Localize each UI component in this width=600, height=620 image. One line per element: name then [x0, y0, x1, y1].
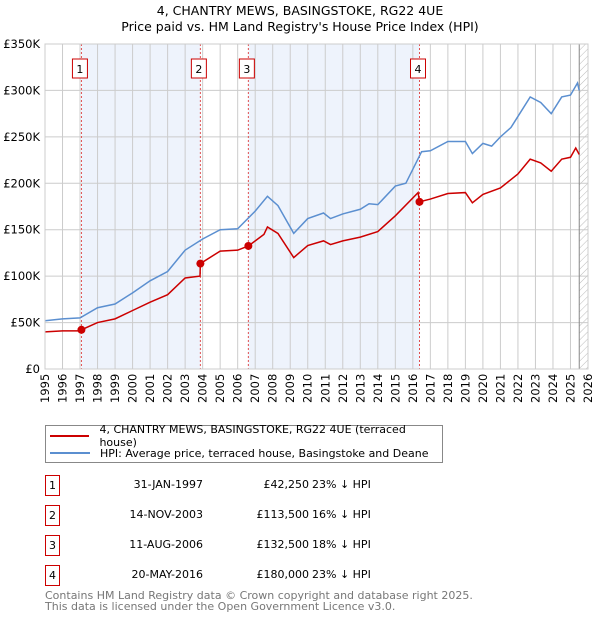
- sale-label: 2: [195, 63, 202, 76]
- x-tick-label: 1999: [108, 374, 122, 403]
- legend-swatch-hpi: [50, 452, 90, 454]
- hpi-diff: 23% ↓ HPI: [312, 568, 371, 581]
- forecast-hatch: [579, 44, 588, 369]
- shaded-period: [81, 44, 201, 369]
- sale-label: 3: [243, 63, 250, 76]
- legend: 4, CHANTRY MEWS, BASINGSTOKE, RG22 4UE (…: [45, 423, 443, 463]
- sale-date: 31-JAN-1997: [133, 478, 203, 491]
- series-line: [44, 146, 580, 333]
- transaction-row: 2 14-NOV-2003 £113,500 16% ↓ HPI: [45, 505, 465, 526]
- x-tick-label: 2024: [546, 374, 560, 403]
- x-tick-label: 1997: [73, 374, 87, 403]
- sale-point: [77, 325, 86, 334]
- hpi-diff: 23% ↓ HPI: [312, 478, 371, 491]
- x-tick-label: 2001: [143, 374, 157, 403]
- marker-badge: 1: [45, 475, 60, 496]
- transaction-row: 3 11-AUG-2006 £132,500 18% ↓ HPI: [45, 535, 465, 556]
- sale-price: £132,500: [256, 538, 310, 551]
- x-tick-label: 2014: [371, 374, 385, 403]
- sale-label-box: [190, 58, 207, 79]
- sale-price: £42,250: [263, 478, 310, 491]
- x-tick-label: 2005: [213, 374, 227, 403]
- x-tick-label: 2009: [283, 374, 297, 403]
- x-tick-label: 2004: [196, 374, 210, 403]
- sale-label-box: [238, 58, 255, 79]
- y-tick-label: £100K: [3, 269, 40, 283]
- x-tick-label: 2007: [248, 374, 262, 403]
- x-tick-label: 2021: [493, 374, 507, 403]
- marker-badge: 4: [45, 565, 60, 586]
- sale-date: 14-NOV-2003: [129, 508, 203, 521]
- x-tick-label: 2018: [441, 374, 455, 403]
- legend-label-property: 4, CHANTRY MEWS, BASINGSTOKE, RG22 4UE (…: [99, 423, 406, 449]
- x-tick-label: 1996: [56, 374, 70, 403]
- footer-line: Contains HM Land Registry data © Crown c…: [45, 589, 473, 602]
- marker-badge: 2: [45, 505, 60, 526]
- x-tick-label: 2000: [126, 374, 140, 403]
- legend-label-hpi: HPI: Average price, terraced house, Basi…: [100, 446, 429, 460]
- sale-label-box: [71, 58, 88, 79]
- x-tick-label: 2002: [161, 374, 175, 403]
- plot-frame: [44, 43, 589, 370]
- sale-point: [415, 197, 424, 206]
- x-tick-label: 2012: [336, 374, 350, 403]
- sale-date: 11-AUG-2006: [129, 538, 203, 551]
- x-tick-label: 1995: [38, 374, 52, 403]
- chart-subtitle: Price paid vs. HM Land Registry's House …: [121, 19, 479, 34]
- footer-line: This data is licensed under the Open Gov…: [45, 600, 396, 613]
- y-tick-label: £300K: [3, 83, 40, 97]
- marker-badge: 3: [45, 535, 60, 556]
- sale-label: 1: [76, 63, 83, 76]
- x-tick-label: 2006: [231, 374, 245, 403]
- x-tick-label: 2016: [406, 374, 420, 403]
- y-tick-label: £350K: [3, 37, 40, 51]
- sale-price: £113,500: [256, 508, 310, 521]
- sale-date: 20-MAY-2016: [131, 568, 203, 581]
- x-tick-label: 2008: [266, 374, 280, 403]
- x-tick-label: 2020: [476, 374, 490, 403]
- series-line: [44, 80, 580, 322]
- x-tick-label: 2011: [318, 374, 332, 403]
- x-tick-label: 1998: [91, 374, 105, 403]
- sale-label-box: [409, 58, 426, 79]
- x-tick-label: 2013: [353, 374, 367, 403]
- y-tick-label: £200K: [3, 176, 40, 190]
- footer: Contains HM Land Registry data © Crown c…: [45, 590, 473, 612]
- x-tick-label: 2010: [301, 374, 315, 403]
- sale-point: [196, 259, 205, 268]
- y-tick-label: £150K: [3, 223, 40, 237]
- sale-point: [244, 241, 253, 250]
- hpi-diff: 18% ↓ HPI: [312, 538, 371, 551]
- y-tick-label: £50K: [11, 316, 41, 330]
- x-tick-label: 2026: [581, 374, 595, 403]
- line-chart: 1995 1996 1997 1998 1999 2000 2001 2002 2003 2004…: [3, 37, 595, 403]
- x-tick-label: 2003: [178, 374, 192, 403]
- x-tick-label: 2015: [388, 374, 402, 403]
- x-tick-label: 2019: [458, 374, 472, 403]
- chart-title: 4, CHANTRY MEWS, BASINGSTOKE, RG22 4UE: [156, 3, 444, 18]
- shaded-period: [248, 44, 420, 369]
- x-tick-label: 2023: [528, 374, 542, 403]
- legend-swatch-property: [50, 435, 90, 437]
- sale-label: 4: [414, 63, 421, 76]
- y-tick-label: £0: [25, 362, 40, 376]
- x-tick-label: 2025: [563, 374, 577, 403]
- hpi-diff: 16% ↓ HPI: [312, 508, 371, 521]
- sale-price: £180,000: [256, 568, 310, 581]
- transaction-row: 4 20-MAY-2016 £180,000 23% ↓ HPI: [45, 565, 465, 586]
- transaction-row: 1 31-JAN-1997 £42,250 23% ↓ HPI: [45, 475, 465, 496]
- x-tick-label: 2022: [511, 374, 525, 403]
- x-tick-label: 2017: [423, 374, 437, 403]
- y-tick-label: £250K: [3, 130, 40, 144]
